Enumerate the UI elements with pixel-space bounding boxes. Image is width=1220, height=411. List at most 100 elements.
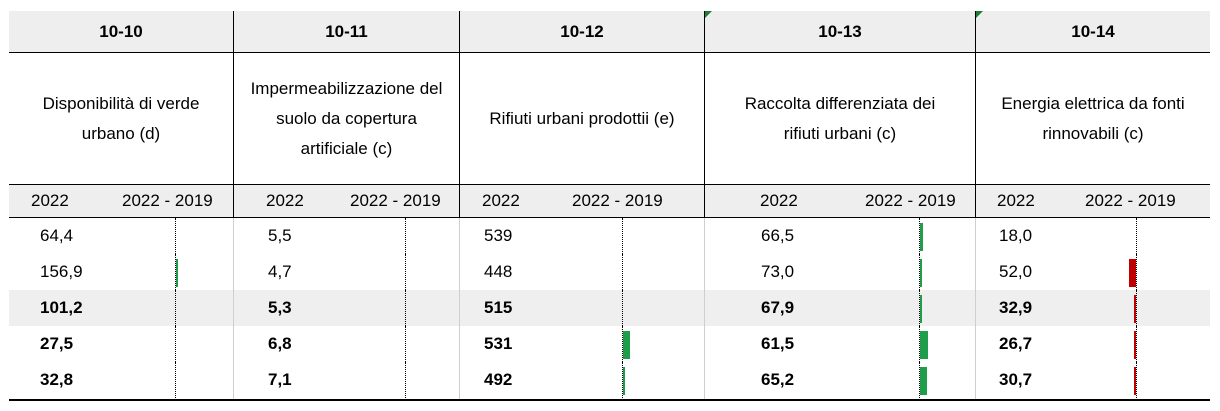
value-cell: 539	[484, 226, 513, 245]
trend-axis	[1136, 362, 1137, 398]
value-cell: 4,7	[268, 262, 292, 281]
trend-bar	[920, 259, 922, 287]
column-title-10-13: Raccolta differenziata dei rifiuti urbani…	[744, 93, 936, 143]
column-divider	[459, 11, 460, 218]
table-bottom-border	[9, 399, 1210, 401]
column-code-10-13: 10-13	[705, 11, 975, 53]
column-divider	[459, 218, 460, 399]
column-divider	[233, 11, 234, 218]
table-row: 156,9 4,7 448 73,0 52,0	[9, 254, 1210, 290]
value-cell: 26,7	[999, 334, 1033, 353]
table-row: 32,8 7,1 492 65,2 30,7	[9, 362, 1210, 398]
trend-bar	[1134, 295, 1136, 323]
trend-axis	[919, 290, 920, 326]
trend-axis	[175, 218, 176, 254]
trend-bar	[1134, 331, 1136, 359]
value-cell: 531	[484, 334, 513, 353]
trend-axis	[175, 326, 176, 362]
value-cell: 5,3	[268, 298, 292, 317]
trend-axis	[1136, 254, 1137, 290]
value-cell: 492	[484, 370, 513, 389]
trend-bar	[1134, 367, 1136, 395]
column-title-10-11: Impermeabilizzazione del suolo da copertu…	[250, 78, 443, 158]
range-label: 2022 - 2019	[1085, 191, 1176, 210]
trend-axis	[405, 326, 406, 362]
trend-axis	[175, 362, 176, 398]
range-label: 2022 - 2019	[865, 191, 956, 210]
value-cell: 73,0	[761, 262, 795, 281]
value-cell: 67,9	[761, 298, 795, 317]
comment-marker	[705, 11, 712, 18]
column-code-10-12: 10-12	[460, 11, 704, 53]
value-cell: 52,0	[999, 262, 1033, 281]
trend-axis	[622, 218, 623, 254]
trend-bar	[920, 295, 922, 323]
trend-bar	[920, 223, 923, 251]
value-cell: 101,2	[40, 298, 83, 317]
value-cell: 32,9	[999, 298, 1033, 317]
value-cell: 61,5	[761, 334, 795, 353]
year-label: 2022	[266, 191, 304, 210]
table-row: 64,4 5,5 539 66,5 18,0	[9, 218, 1210, 254]
indicator-table: 10-10 10-11 10-12 10-13 10-14 Disponibil…	[9, 11, 1210, 401]
year-label: 2022	[482, 191, 520, 210]
range-label: 2022 - 2019	[350, 191, 441, 210]
trend-bar	[623, 331, 630, 359]
year-label: 2022	[997, 191, 1035, 210]
trend-axis	[175, 290, 176, 326]
value-cell: 515	[484, 298, 513, 317]
column-code-10-14: 10-14	[976, 11, 1210, 53]
trend-bar	[920, 331, 928, 359]
value-cell: 65,2	[761, 370, 795, 389]
trend-axis	[919, 326, 920, 362]
column-code-10-10: 10-10	[9, 11, 233, 53]
comment-marker	[976, 11, 983, 18]
column-divider	[975, 218, 976, 399]
trend-axis	[1136, 218, 1137, 254]
trend-bar	[1129, 259, 1136, 287]
column-code-10-11: 10-11	[234, 11, 459, 53]
trend-axis	[405, 362, 406, 398]
year-header-row: 2022 2022 - 2019 2022 2022 - 2019 2022 2…	[9, 184, 1210, 218]
year-label: 2022	[31, 191, 69, 210]
table-row: 27,5 6,8 531 61,5 26,7	[9, 326, 1210, 362]
range-label: 2022 - 2019	[572, 191, 663, 210]
trend-axis	[622, 254, 623, 290]
column-title-10-12: Rifiuti urbani prodottii (e)	[489, 108, 675, 128]
value-cell: 66,5	[761, 226, 795, 245]
trend-bar	[176, 259, 178, 287]
trend-axis	[1136, 326, 1137, 362]
value-cell: 5,5	[268, 226, 292, 245]
column-divider	[233, 218, 234, 399]
trend-axis	[175, 254, 176, 290]
column-divider	[975, 11, 976, 218]
value-cell: 6,8	[268, 334, 292, 353]
trend-bar	[920, 367, 927, 395]
range-label: 2022 - 2019	[122, 191, 213, 210]
value-cell: 64,4	[40, 226, 74, 245]
trend-axis	[622, 362, 623, 398]
value-cell: 18,0	[999, 226, 1033, 245]
trend-axis	[919, 254, 920, 290]
value-cell: 156,9	[40, 262, 83, 281]
column-divider	[704, 11, 705, 218]
trend-axis	[405, 290, 406, 326]
value-cell: 32,8	[40, 370, 74, 389]
trend-axis	[622, 326, 623, 362]
value-cell: 27,5	[40, 334, 74, 353]
column-divider	[704, 218, 705, 399]
trend-bar	[623, 367, 625, 395]
trend-axis	[405, 254, 406, 290]
trend-axis	[405, 218, 406, 254]
column-title-10-14: Energia elettrica da fonti rinnovabili (c…	[1001, 93, 1185, 143]
trend-axis	[622, 290, 623, 326]
value-cell: 30,7	[999, 370, 1033, 389]
trend-axis	[919, 362, 920, 398]
trend-axis	[1136, 290, 1137, 326]
table-row: 101,2 5,3 515 67,9 32,9	[9, 290, 1210, 326]
year-label: 2022	[760, 191, 798, 210]
value-cell: 448	[484, 262, 513, 281]
value-cell: 7,1	[268, 370, 292, 389]
column-title-10-10: Disponibilità di verde urbano (d)	[42, 93, 200, 143]
trend-axis	[919, 218, 920, 254]
